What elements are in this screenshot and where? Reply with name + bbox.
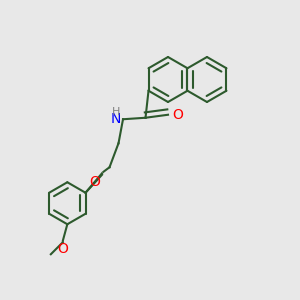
- Text: O: O: [57, 242, 68, 256]
- Text: O: O: [172, 108, 183, 122]
- Text: H: H: [112, 107, 121, 117]
- Text: N: N: [110, 112, 121, 126]
- Text: O: O: [90, 175, 101, 189]
